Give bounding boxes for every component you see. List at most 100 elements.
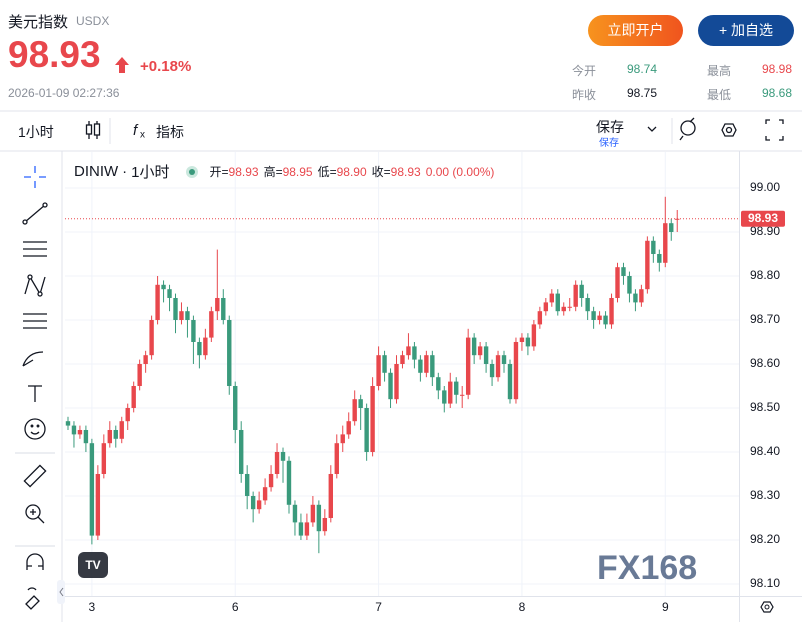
candle-body (346, 421, 351, 435)
candle-body (286, 460, 292, 505)
candle-body (262, 487, 268, 501)
candle-body (197, 341, 202, 356)
add-watchlist-button[interactable]: + 加自选 (698, 15, 794, 46)
y-tick-label: 98.60 (750, 356, 780, 370)
candle-body (519, 337, 525, 342)
y-tick-label: 98.50 (750, 400, 780, 414)
candle-body (239, 429, 244, 474)
candle-body (579, 284, 584, 298)
candle-body (561, 306, 566, 312)
settings-icon[interactable] (760, 601, 774, 613)
indicators-button[interactable]: 指标 (156, 124, 184, 140)
last-price-box (741, 210, 785, 227)
candle-body (334, 443, 339, 474)
last-price-label: 98.93 (748, 211, 778, 225)
candle-body (376, 355, 381, 386)
candle-body (454, 381, 459, 395)
svg-text:f: f (133, 122, 139, 139)
candle-body (591, 311, 596, 320)
candle-body (495, 355, 501, 378)
candle-body (639, 289, 644, 303)
stat-label: 昨收 (572, 88, 597, 102)
candle-body (107, 429, 112, 444)
interval-button[interactable]: 1小时 (18, 124, 54, 140)
svg-text:x: x (140, 130, 145, 141)
candle-body (460, 394, 465, 396)
candle-body (191, 319, 196, 342)
candle-body (567, 306, 572, 308)
price: 98.93 (8, 34, 101, 75)
candle-body (77, 429, 83, 435)
legend-label: 高= (263, 165, 283, 179)
candle-body (597, 315, 602, 320)
candle-body (657, 253, 662, 263)
candle-body (101, 443, 107, 474)
candle-body (65, 421, 71, 426)
candle-body (95, 473, 101, 536)
collapse-tab[interactable] (57, 580, 65, 604)
candle-body (274, 451, 280, 474)
y-tick-label: 98.40 (750, 444, 780, 458)
candle-body (615, 267, 620, 298)
candle-body (358, 399, 363, 408)
svg-text:TV: TV (85, 558, 100, 572)
stat-value: 98.74 (627, 62, 658, 76)
candle-body (633, 293, 638, 303)
candle-body (328, 473, 333, 518)
candle-body (669, 223, 674, 232)
candle-body (406, 346, 411, 356)
candle-body (483, 346, 489, 364)
candle-body (185, 311, 190, 320)
candle-body (531, 324, 537, 347)
save-button[interactable]: 保存 (596, 119, 624, 135)
stat-value: 98.68 (762, 86, 793, 100)
x-tick-label: 8 (519, 600, 526, 614)
change: +0.18% (140, 58, 192, 75)
candle-body (125, 407, 130, 422)
candle-body (244, 473, 250, 496)
drawing-tools (15, 166, 55, 610)
y-tick-label: 98.10 (750, 576, 780, 590)
x-tick-label: 3 (89, 600, 96, 614)
save-sub: 保存 (599, 138, 619, 149)
stat-label: 最低 (707, 88, 732, 102)
candle-body (233, 385, 238, 430)
candle-body (149, 319, 154, 356)
legend-label: 收= (371, 165, 391, 179)
legend-value: 98.90 (336, 165, 367, 179)
candle-body (436, 377, 441, 391)
candle-body (543, 302, 549, 312)
candle-body (651, 240, 656, 254)
candle-body (430, 355, 435, 378)
candle-body (513, 341, 519, 400)
y-tick-label: 99.00 (750, 180, 780, 194)
candle-body (221, 297, 226, 320)
candle-body (400, 355, 405, 364)
y-tick-label: 98.30 (750, 488, 780, 502)
candle-body (609, 297, 614, 325)
stat-label: 今开 (572, 64, 597, 78)
legend-value: 98.93 (228, 165, 259, 179)
candle-body (227, 319, 232, 386)
candle-body (442, 390, 447, 404)
candle-body (113, 429, 118, 439)
candle-body (167, 289, 172, 298)
candle-body (316, 504, 322, 532)
candle-body (352, 399, 357, 422)
candle-body (161, 284, 166, 290)
candle-body (501, 355, 507, 364)
status-dot (185, 165, 198, 178)
candle-body (131, 385, 136, 408)
candle-body (388, 372, 393, 400)
open-account-button[interactable]: 立即开户 (588, 15, 683, 46)
candle-body (585, 297, 590, 312)
candle-body (209, 311, 214, 338)
candle-body (304, 522, 310, 536)
candle-body (173, 297, 178, 320)
tv-logo: TV (78, 552, 108, 578)
candle-body (155, 284, 160, 320)
candle-body (119, 421, 124, 439)
stat-label: 最高 (707, 64, 732, 78)
x-tick-label: 6 (232, 600, 239, 614)
